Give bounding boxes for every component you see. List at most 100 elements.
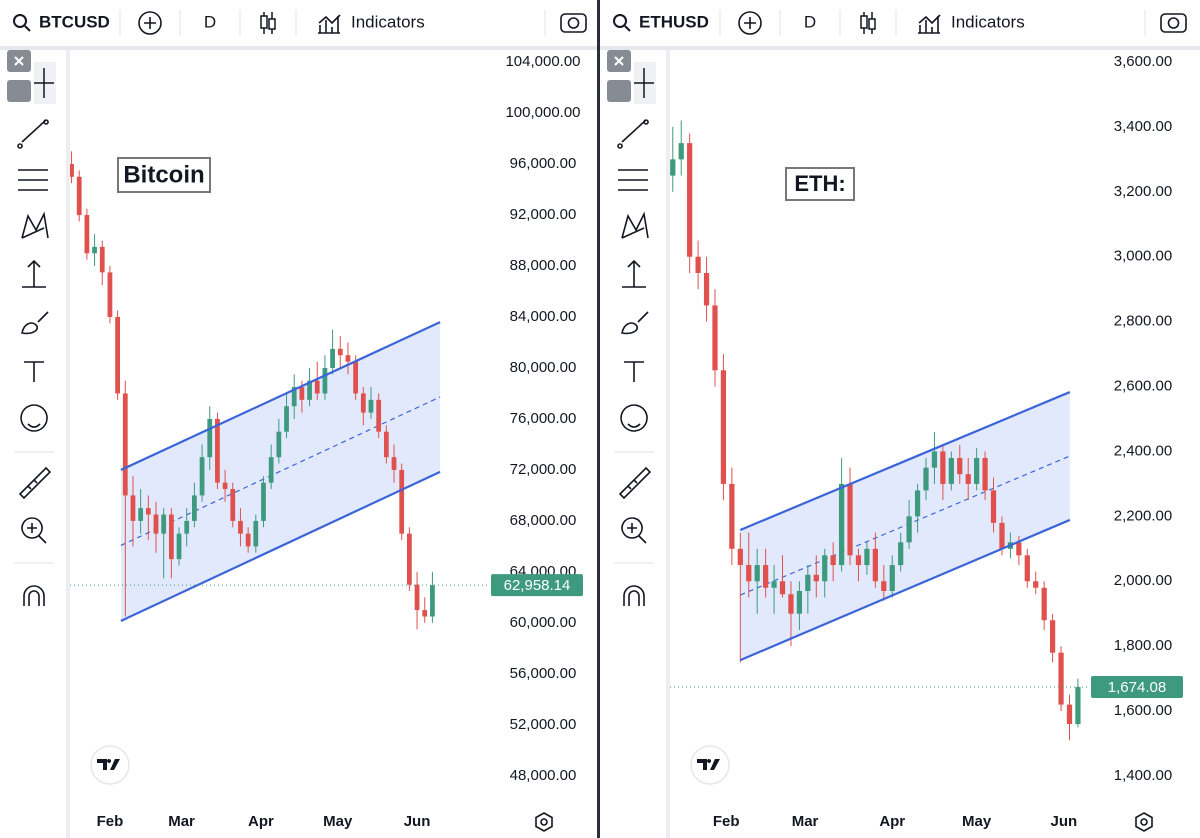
candle-body xyxy=(737,548,743,566)
annotation-text: ETH: xyxy=(794,171,845,196)
tradingview-logo[interactable] xyxy=(90,745,130,785)
zoom-tool[interactable] xyxy=(21,517,47,544)
left-toolbar xyxy=(607,50,656,606)
left-toolbar-separator xyxy=(666,50,670,838)
magnet-tool[interactable] xyxy=(23,585,45,606)
snapshot-button[interactable] xyxy=(560,13,587,33)
indicators-button[interactable]: Indicators xyxy=(351,12,425,31)
y-tick-label: 104,000.00 xyxy=(505,53,580,70)
candle-type-icon-body xyxy=(868,18,876,30)
fib-tool[interactable] xyxy=(618,169,648,191)
y-tick-label: 56,000.00 xyxy=(510,665,577,682)
candle-body xyxy=(990,490,997,523)
indicators-icon[interactable] xyxy=(918,14,941,34)
candle-body xyxy=(330,348,335,368)
interval[interactable]: D xyxy=(204,12,216,31)
channel-midline xyxy=(740,455,1071,596)
tradingview-logo-mark xyxy=(97,759,120,770)
candle-body xyxy=(1066,704,1073,725)
pattern-tool[interactable] xyxy=(621,211,649,239)
candle-body xyxy=(414,584,420,611)
brush-tool[interactable] xyxy=(21,311,49,335)
candle-body xyxy=(268,457,274,483)
y-tick-label: 72,000.00 xyxy=(510,461,577,478)
projection-tool[interactable] xyxy=(622,259,646,288)
candle-body xyxy=(754,565,760,582)
emoji-tool[interactable] xyxy=(20,404,48,432)
last-price-tag xyxy=(491,574,583,597)
settings-icon-center xyxy=(540,818,548,826)
add-symbol-button[interactable] xyxy=(138,11,162,35)
candle-body xyxy=(422,610,428,617)
add-symbol-button[interactable] xyxy=(738,11,762,35)
text-tool[interactable] xyxy=(24,361,44,382)
settings-button[interactable] xyxy=(535,812,553,832)
search-icon[interactable] xyxy=(13,14,27,28)
candle-body xyxy=(222,482,228,490)
y-tick-label: 88,000.00 xyxy=(510,257,577,274)
candle-body xyxy=(957,457,963,475)
trend-line-tool[interactable] xyxy=(17,119,49,149)
candle-body xyxy=(345,355,351,362)
x-tick-label: Mar xyxy=(168,813,195,830)
candle-body xyxy=(261,482,266,521)
text-tool[interactable] xyxy=(624,361,644,382)
search-icon-handle xyxy=(624,25,631,32)
y-tick-label: 84,000.00 xyxy=(510,308,577,325)
interval[interactable]: D xyxy=(804,12,816,31)
settings-button[interactable] xyxy=(1135,812,1153,832)
panel-divider xyxy=(597,0,600,838)
candle-body xyxy=(1016,542,1022,556)
candle-body xyxy=(360,393,366,413)
brush-tool[interactable] xyxy=(621,311,649,335)
expand-button[interactable] xyxy=(7,80,31,102)
tradingview-logo[interactable] xyxy=(690,745,730,785)
candle-body xyxy=(982,457,988,491)
symbol[interactable]: ETHUSD xyxy=(639,12,709,31)
y-tick-label: 2,600.00 xyxy=(1114,378,1172,395)
trend-line-tool[interactable] xyxy=(617,119,649,149)
candle-type-icon-body xyxy=(260,15,268,29)
background xyxy=(600,0,1200,838)
x-tick-label: Jun xyxy=(1050,813,1077,830)
ruler-tool[interactable] xyxy=(618,466,652,500)
snapshot-button[interactable] xyxy=(1160,13,1187,33)
fib-tool[interactable] xyxy=(18,169,48,191)
candle-body xyxy=(813,574,819,582)
y-tick-label: 68,000.00 xyxy=(510,512,577,529)
crosshair-icon xyxy=(34,68,54,98)
last-price-label: 1,674.08 xyxy=(1108,679,1166,696)
y-tick-label: 3,400.00 xyxy=(1114,118,1172,135)
ruler-tool[interactable] xyxy=(18,466,52,500)
y-tick-label: 48,000.00 xyxy=(510,767,577,784)
candle-body xyxy=(161,514,167,534)
x-tick-label: Mar xyxy=(792,813,819,830)
candle-body xyxy=(122,393,128,496)
candle-body xyxy=(99,246,105,273)
candle-body xyxy=(168,514,174,560)
indicators-button[interactable]: Indicators xyxy=(951,12,1025,31)
chart-panel: BTCUSD D Indicators 48,000.00 52,000.00 56,00… xyxy=(0,0,600,838)
search-icon[interactable] xyxy=(613,14,627,28)
magnet-tool[interactable] xyxy=(623,585,645,606)
candle-body xyxy=(720,370,727,484)
last-price-label: 62,958.14 xyxy=(504,577,571,594)
zoom-tool[interactable] xyxy=(621,517,647,544)
candle-body xyxy=(70,164,74,177)
candle-body xyxy=(864,548,870,566)
candle-body xyxy=(145,508,151,515)
y-tick-label: 1,400.00 xyxy=(1114,767,1172,784)
toolbar-separator xyxy=(0,46,600,50)
expand-button[interactable] xyxy=(607,80,631,102)
candle-body xyxy=(138,508,144,521)
pattern-tool[interactable] xyxy=(21,211,49,239)
symbol[interactable]: BTCUSD xyxy=(39,12,110,31)
candle-body xyxy=(314,380,320,394)
candle-body xyxy=(695,256,701,273)
emoji-tool[interactable] xyxy=(620,404,648,432)
indicators-icon[interactable] xyxy=(318,14,341,34)
top-toolbar: ETHUSD D Indicators xyxy=(613,10,1187,36)
candle-body xyxy=(399,469,405,534)
projection-tool[interactable] xyxy=(22,259,46,288)
